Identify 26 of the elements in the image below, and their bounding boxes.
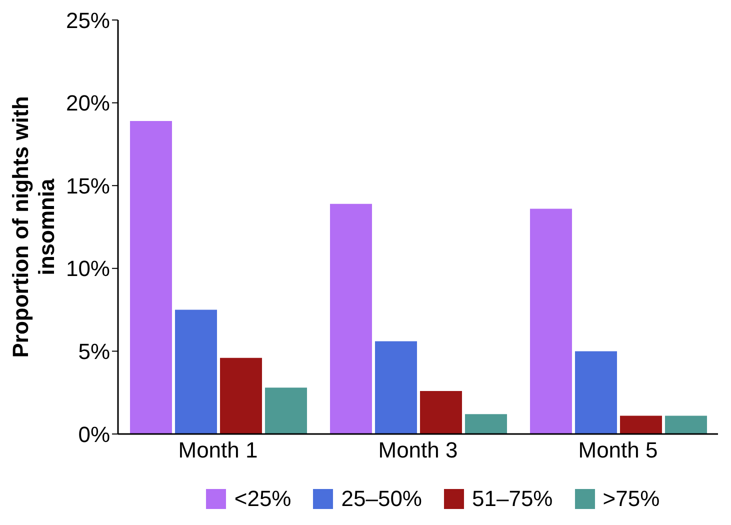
bar xyxy=(175,310,217,434)
x-tick-label: Month 5 xyxy=(578,438,658,463)
x-tick-label: Month 1 xyxy=(178,438,258,463)
y-tick-label: 15% xyxy=(66,173,110,198)
y-tick-label: 5% xyxy=(78,339,110,364)
bar xyxy=(465,414,507,434)
bar xyxy=(575,351,617,434)
bar xyxy=(330,204,372,434)
y-tick-label: 10% xyxy=(66,256,110,282)
bar xyxy=(530,208,572,434)
y-tick-label: 25% xyxy=(66,8,110,33)
x-tick-label: Month 3 xyxy=(378,438,458,463)
bar xyxy=(220,358,262,434)
bar xyxy=(665,416,707,434)
bar xyxy=(265,388,307,434)
bar xyxy=(420,390,462,434)
legend-label: 51–75% xyxy=(472,486,553,512)
y-axis-title: Proportion of nights with insomnia xyxy=(8,96,59,358)
bar xyxy=(620,416,662,434)
bar xyxy=(375,341,417,434)
legend-label: 25–50% xyxy=(341,486,422,512)
legend-label: >75% xyxy=(602,486,660,512)
legend-label: <25% xyxy=(234,486,292,512)
y-tick-label: 0% xyxy=(78,422,110,447)
bar xyxy=(130,121,172,434)
y-tick-label: 20% xyxy=(66,90,110,116)
